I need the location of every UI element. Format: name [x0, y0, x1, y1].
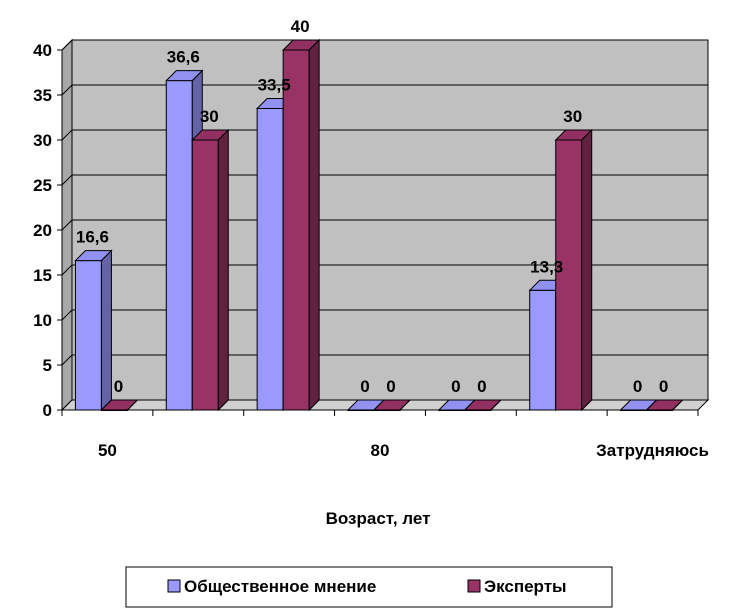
y-tick-label: 15: [33, 266, 52, 285]
legend-swatch: [167, 579, 181, 593]
bar: [346, 399, 386, 411]
x-axis-title: Возраст, лет: [326, 509, 431, 528]
bar: [191, 128, 230, 412]
legend-swatch: [467, 579, 481, 593]
y-tick-label: 30: [33, 131, 52, 150]
data-label: 0: [360, 377, 369, 396]
gridline: [61, 219, 708, 231]
y-tick-label: 20: [33, 221, 52, 240]
legend-label: Эксперты: [484, 577, 567, 596]
bar: [281, 38, 321, 412]
bar: [74, 249, 113, 412]
gridline: [61, 174, 708, 186]
data-label: 36,6: [167, 48, 200, 67]
bar: [645, 399, 684, 411]
bar: [463, 399, 503, 411]
data-label: 13,3: [530, 257, 563, 276]
y-tick-label: 5: [43, 356, 52, 375]
bar: [372, 399, 412, 411]
legend-item: Общественное мнение: [167, 577, 376, 596]
legend: Общественное мнение Эксперты: [125, 566, 613, 608]
y-tick-label: 40: [33, 41, 52, 60]
data-label: 30: [563, 107, 582, 126]
data-label: 0: [659, 377, 668, 396]
data-label: 16,6: [76, 228, 109, 247]
y-tick-label: 0: [43, 401, 52, 420]
y-tick-label: 25: [33, 176, 52, 195]
data-label: 0: [477, 377, 486, 396]
bar: [100, 399, 139, 411]
x-tick-label: 50: [98, 441, 117, 460]
data-label: 30: [200, 107, 219, 126]
data-label: 0: [451, 377, 460, 396]
y-tick-label: 10: [33, 311, 52, 330]
legend-item: Эксперты: [467, 577, 567, 596]
gridline: [61, 354, 708, 366]
gridline: [61, 39, 708, 51]
gridline: [61, 309, 708, 321]
x-tick-label: Затрудняюсь: [596, 441, 709, 460]
bar: [554, 128, 593, 412]
x-tick-label: 80: [371, 441, 390, 460]
data-label: 0: [386, 377, 395, 396]
gridline: [61, 129, 708, 141]
data-label: 0: [633, 377, 642, 396]
data-label: 33,5: [258, 76, 291, 95]
y-tick-label: 35: [33, 86, 52, 105]
legend-box: [125, 566, 613, 608]
gridline: [61, 264, 708, 276]
legend-label: Общественное мнение: [184, 577, 376, 596]
gridline: [61, 84, 708, 96]
data-label: 40: [291, 17, 310, 36]
data-label: 0: [114, 377, 123, 396]
